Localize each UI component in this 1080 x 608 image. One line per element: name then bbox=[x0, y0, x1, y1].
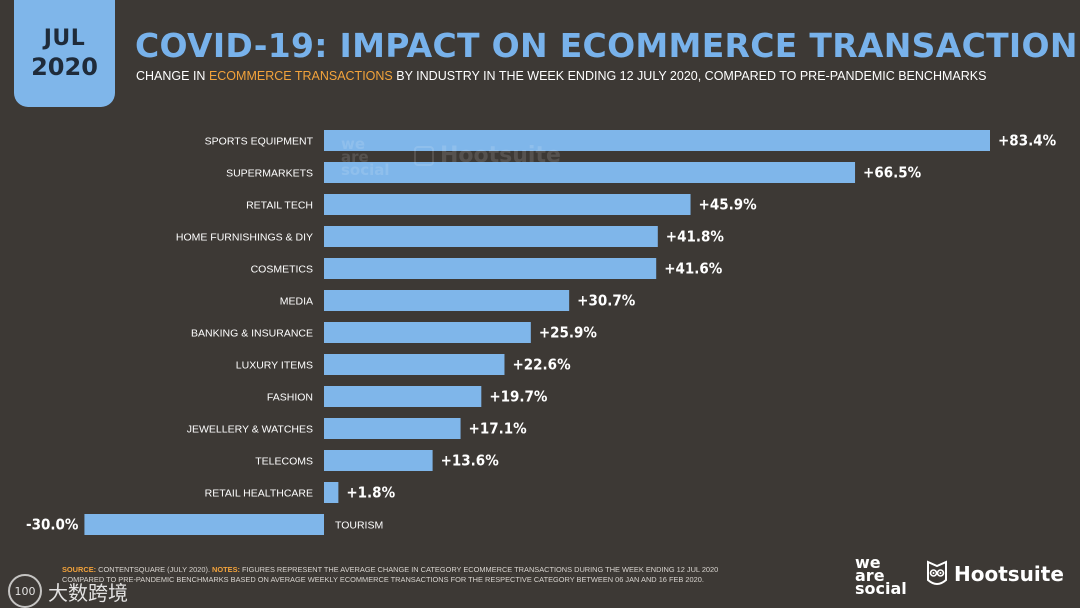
value-label: +13.6% bbox=[441, 452, 500, 470]
badge-year: 2020 bbox=[31, 52, 98, 81]
footnote-line2: COMPARED TO PRE-PANDEMIC BENCHMARKS BASE… bbox=[62, 575, 704, 584]
category-label: FASHION bbox=[267, 392, 313, 404]
logo-social: social bbox=[855, 579, 907, 598]
logo-are: are bbox=[855, 566, 885, 585]
watermark-badge: 100 bbox=[8, 574, 42, 608]
hootsuite-logo: Hootsuite bbox=[926, 560, 1064, 588]
value-label: +25.9% bbox=[539, 324, 598, 342]
watermark-are: are bbox=[341, 148, 369, 166]
category-label: RETAIL HEALTHCARE bbox=[205, 488, 313, 500]
value-label: +41.6% bbox=[664, 260, 723, 278]
value-label: +19.7% bbox=[489, 388, 548, 406]
value-label: +30.7% bbox=[577, 292, 636, 310]
value-label: +66.5% bbox=[863, 164, 922, 182]
value-label: +17.1% bbox=[469, 420, 528, 438]
category-label: RETAIL TECH bbox=[246, 200, 313, 212]
bar-home-furnishings-diy bbox=[324, 226, 658, 247]
page-subtitle: CHANGE IN ECOMMERCE TRANSACTIONS BY INDU… bbox=[136, 69, 986, 83]
watermark-hootsuite-text: Hootsuite bbox=[440, 143, 561, 168]
we-are-social-logo: we are social bbox=[855, 553, 907, 598]
bottom-watermark: 100 大数跨境 bbox=[8, 574, 128, 608]
value-label: +22.6% bbox=[512, 356, 571, 374]
footnote-line1: SOURCE: CONTENTSQUARE (JULY 2020). NOTES… bbox=[62, 565, 822, 575]
bar-luxury-items bbox=[324, 354, 505, 375]
source-text: CONTENTSQUARE (JULY 2020). bbox=[96, 565, 213, 574]
logo-we: we bbox=[855, 553, 881, 572]
bar-retail-healthcare bbox=[324, 482, 339, 503]
watermark-hootsuite: Hootsuite bbox=[414, 143, 561, 168]
bar-telecoms bbox=[324, 450, 433, 471]
badge-month: JUL bbox=[43, 25, 86, 51]
value-label: +41.8% bbox=[666, 228, 725, 246]
watermark-text: 大数跨境 bbox=[48, 580, 128, 605]
category-label: SUPERMARKETS bbox=[226, 168, 313, 180]
notes-text: FIGURES REPRESENT THE AVERAGE CHANGE IN … bbox=[239, 565, 719, 574]
date-badge: JUL 2020 bbox=[14, 0, 115, 107]
footnote: SOURCE: CONTENTSQUARE (JULY 2020). NOTES… bbox=[62, 565, 822, 585]
category-label: TELECOMS bbox=[255, 456, 313, 468]
hootsuite-text: Hootsuite bbox=[954, 562, 1064, 586]
category-label: SPORTS EQUIPMENT bbox=[205, 136, 314, 148]
notes-label: NOTES: bbox=[212, 565, 240, 574]
bar-retail-tech bbox=[324, 194, 691, 215]
bar-cosmetics bbox=[324, 258, 657, 279]
subtitle-pre: CHANGE IN bbox=[136, 69, 209, 83]
bar-sports-equipment bbox=[324, 130, 990, 151]
value-label: +83.4% bbox=[998, 132, 1057, 150]
owl-icon bbox=[414, 145, 434, 166]
bar-tourism bbox=[84, 514, 324, 535]
category-label: MEDIA bbox=[280, 296, 313, 308]
category-label: JEWELLERY & WATCHES bbox=[187, 424, 313, 436]
value-label: -30.0% bbox=[26, 516, 79, 534]
category-label: LUXURY ITEMS bbox=[236, 360, 313, 372]
watermark-we: we bbox=[341, 135, 366, 153]
category-label: COSMETICS bbox=[251, 264, 313, 276]
bar-supermarkets bbox=[324, 162, 856, 183]
category-label: HOME FURNISHINGS & DIY bbox=[176, 232, 313, 244]
bar-media bbox=[324, 290, 570, 311]
value-label: +45.9% bbox=[699, 196, 758, 214]
bar-fashion bbox=[324, 386, 482, 407]
subtitle-highlight: ECOMMERCE TRANSACTIONS bbox=[208, 69, 393, 83]
subtitle-post: BY INDUSTRY IN THE WEEK ENDING 12 JULY 2… bbox=[392, 69, 987, 83]
value-label: +1.8% bbox=[346, 484, 395, 502]
page-title: COVID-19: IMPACT ON ECOMMERCE TRANSACTIO… bbox=[135, 26, 1080, 65]
bar-banking-insurance bbox=[324, 322, 531, 343]
watermark-we-are-social: we are social bbox=[341, 135, 390, 179]
bar-jewellery-watches bbox=[324, 418, 461, 439]
source-label: SOURCE: bbox=[62, 565, 97, 574]
category-label: TOURISM bbox=[335, 520, 383, 532]
watermark-social: social bbox=[341, 161, 390, 179]
category-label: BANKING & INSURANCE bbox=[191, 328, 313, 340]
owl-icon bbox=[927, 560, 947, 585]
